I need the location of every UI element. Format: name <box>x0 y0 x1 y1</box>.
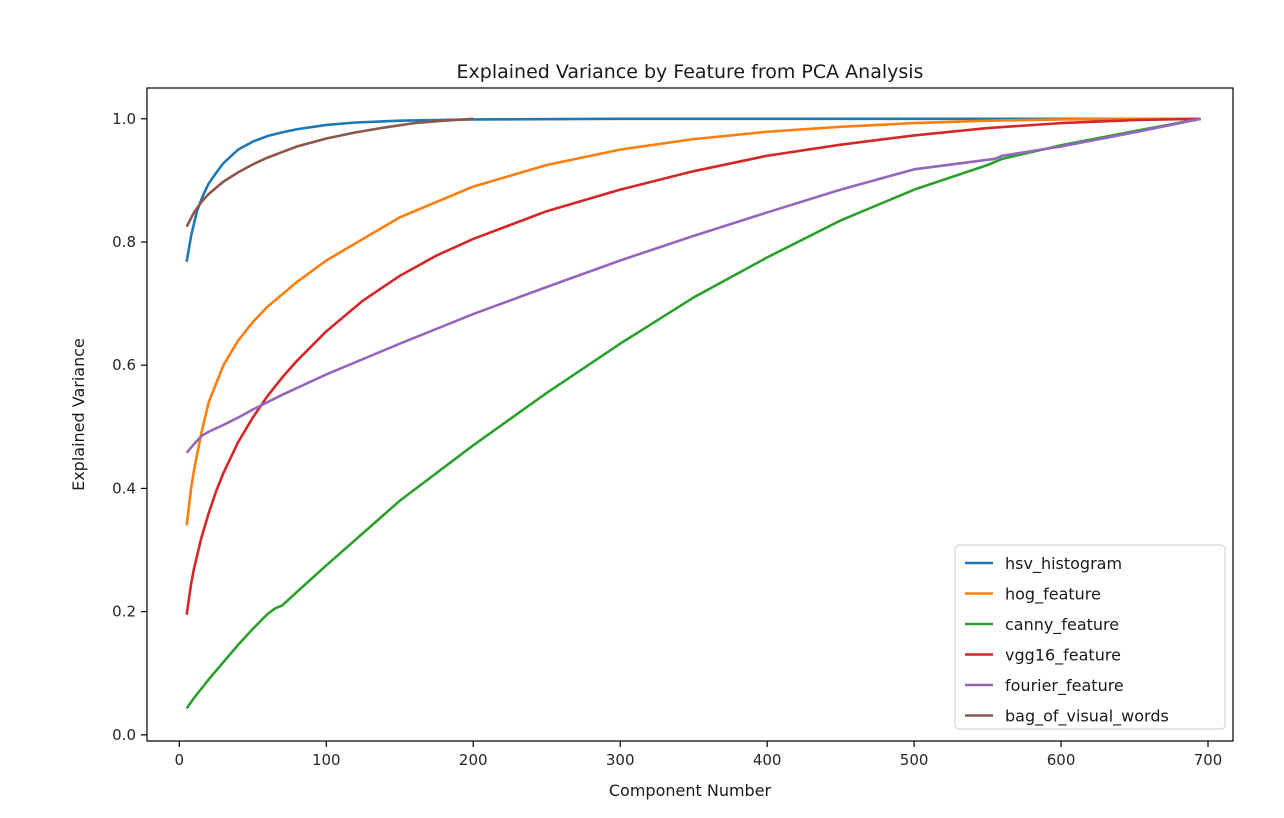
y-tick-label: 0.8 <box>112 233 136 251</box>
series-line-fourier-feature <box>185 117 1201 454</box>
series-line-hsv-histogram <box>185 117 1201 262</box>
y-axis-title: Explained Variance <box>69 338 88 491</box>
legend-label-hsv-histogram: hsv_histogram <box>1005 554 1122 574</box>
y-tick-label: 0.6 <box>112 356 136 374</box>
x-tick-label: 500 <box>900 751 929 769</box>
legend-label-fourier-feature: fourier_feature <box>1005 676 1124 696</box>
x-tick-label: 200 <box>459 751 488 769</box>
series-lines <box>185 117 1201 710</box>
x-tick-label: 100 <box>312 751 341 769</box>
axes-frame <box>146 87 1234 742</box>
axes: 0 100 200 300 400 500 600 700 0.0 0.2 0.4 0.6 0.8 1.0 <box>112 87 1234 769</box>
legend: hsv_histogram hog_feature canny_featurevgg… <box>954 544 1226 730</box>
x-tick-label: 300 <box>606 751 635 769</box>
series-line-vgg16-feature <box>185 117 1201 615</box>
x-axis-title: Component Number <box>609 781 772 800</box>
y-tick-label: 0.4 <box>112 479 136 497</box>
y-tick-label: 0.2 <box>112 603 136 621</box>
y-tick-label: 1.0 <box>112 110 136 128</box>
x-tick-label: 0 <box>175 751 185 769</box>
legend-label-canny-feature: canny_feature <box>1005 615 1119 635</box>
legend-label-vgg16-feature: vgg16_feature <box>1005 646 1121 666</box>
x-tick-label: 400 <box>753 751 782 769</box>
legend-box <box>954 544 1226 730</box>
chart-title: Explained Variance by Feature from PCA A… <box>457 61 924 83</box>
x-tick-label: 600 <box>1047 751 1076 769</box>
series-line-bag-of-visual-words <box>185 117 474 228</box>
legend-label-hog-feature: hog_feature <box>1005 585 1101 605</box>
legend-label-bag-of-visual-words: bag_of_visual_words <box>1005 707 1169 727</box>
y-tick-label: 0.0 <box>112 726 136 744</box>
x-tick-label: 700 <box>1194 751 1223 769</box>
series-line-canny-feature <box>185 117 1201 710</box>
series-line-hog-feature <box>185 117 1201 526</box>
